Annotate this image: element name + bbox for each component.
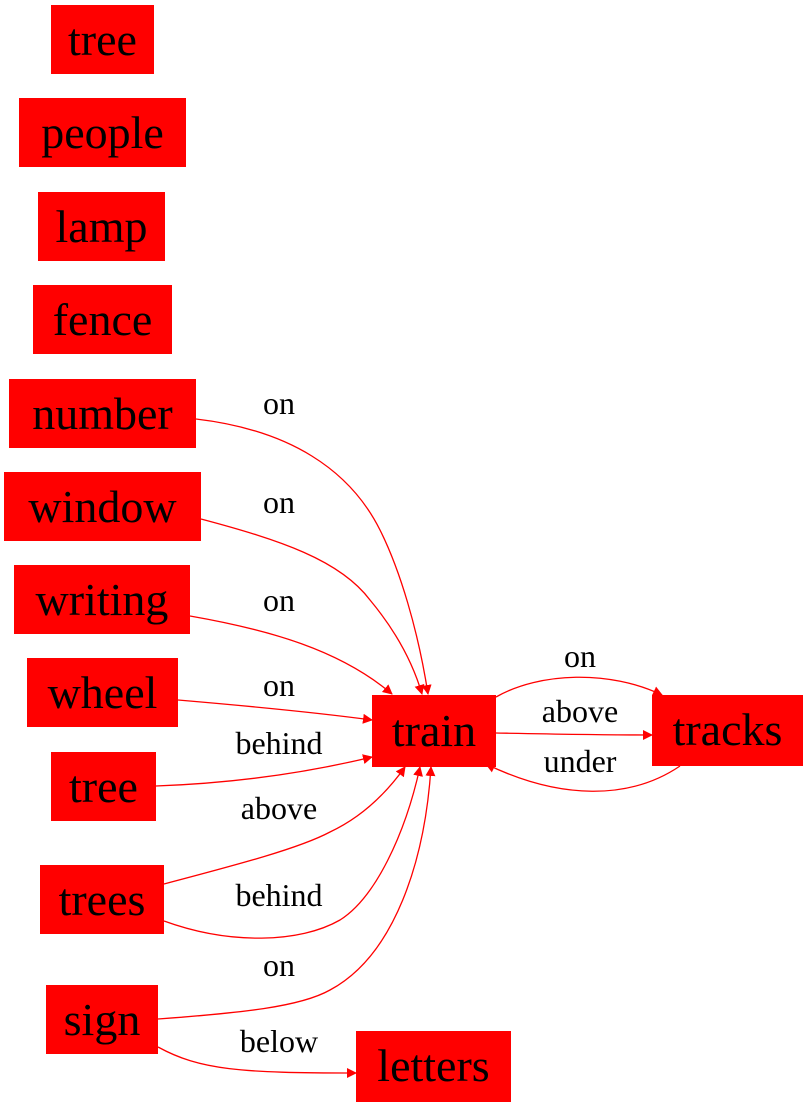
edge-label-writing-train: on <box>263 582 295 618</box>
node-lamp: lamp <box>38 192 165 261</box>
node-fence: fence <box>33 285 172 354</box>
edge-window-train <box>200 518 425 695</box>
node-label: letters <box>377 1040 489 1091</box>
edge-label-number-train: on <box>263 385 295 421</box>
nodes: tree people lamp fence number window wri… <box>4 5 803 1102</box>
node-window: window <box>4 472 201 541</box>
node-tree-mid: tree <box>51 752 156 821</box>
edge-wheel-train <box>177 699 373 724</box>
node-label: window <box>28 481 177 532</box>
edge-label-train-tracks-on: on <box>564 638 596 674</box>
edge-sign-letters <box>157 1046 357 1078</box>
node-tracks: tracks <box>652 695 803 766</box>
edge-number-train <box>195 418 432 695</box>
edge-writing-train <box>189 615 393 695</box>
node-label: tree <box>69 761 138 812</box>
node-people: people <box>19 98 186 167</box>
edge-tracks-train-under <box>485 763 681 792</box>
edge-label-sign-train: on <box>263 947 295 983</box>
node-label: tree <box>68 14 137 65</box>
node-label: people <box>41 107 164 158</box>
node-label: writing <box>36 574 169 625</box>
node-label: wheel <box>48 667 158 718</box>
node-label: tracks <box>673 704 783 755</box>
edge-sign-train <box>157 766 436 1020</box>
node-label: sign <box>64 994 141 1045</box>
edges: on on on on behind above behind on below… <box>155 385 681 1078</box>
edge-label-trees-train-above: above <box>241 790 317 826</box>
edge-label-window-train: on <box>263 484 295 520</box>
node-letters: letters <box>356 1031 511 1102</box>
node-tree-top: tree <box>51 5 154 74</box>
node-sign: sign <box>46 985 158 1054</box>
edge-trees-train-behind <box>163 766 423 939</box>
edge-label-sign-letters: below <box>240 1023 318 1059</box>
node-writing: writing <box>14 565 190 634</box>
edge-label-tree-train: behind <box>235 725 322 761</box>
edge-label-tracks-train-under: under <box>544 743 617 779</box>
edge-trees-train-above <box>163 766 406 885</box>
node-label: train <box>392 705 476 756</box>
edge-label-wheel-train: on <box>263 667 295 703</box>
node-train: train <box>372 695 496 767</box>
node-label: trees <box>59 874 146 925</box>
edge-label-train-tracks-above: above <box>542 693 618 729</box>
node-label: number <box>32 388 173 439</box>
edge-tree-train <box>155 754 373 787</box>
node-number: number <box>9 379 196 448</box>
edge-train-tracks-above <box>495 729 653 740</box>
edge-train-tracks-on <box>495 676 663 698</box>
node-label: lamp <box>56 201 148 252</box>
node-label: fence <box>53 294 153 345</box>
node-wheel: wheel <box>27 658 178 727</box>
edge-label-trees-train-behind: behind <box>235 877 322 913</box>
node-trees: trees <box>40 865 164 934</box>
